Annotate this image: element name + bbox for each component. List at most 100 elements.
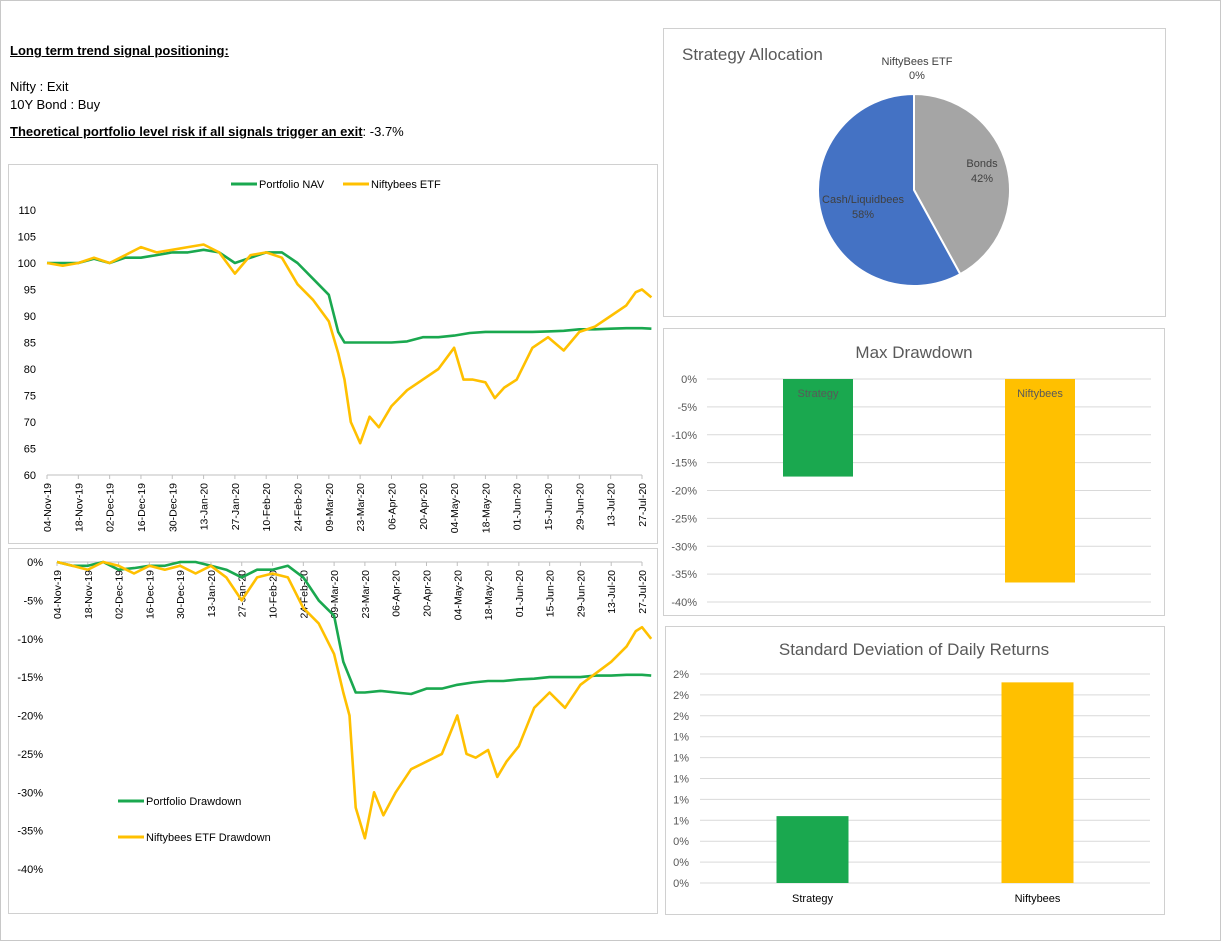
y-tick-label: 100 — [18, 258, 36, 270]
x-tick-label: 13-Jan-20 — [199, 483, 211, 530]
x-tick-label: 16-Dec-19 — [136, 483, 148, 532]
chart-title: Standard Deviation of Daily Returns — [779, 640, 1049, 659]
y-tick-label: -30% — [671, 541, 697, 553]
slice-value-label: 42% — [971, 173, 993, 185]
bond-signal-value: Buy — [77, 97, 101, 112]
risk-label: Theoretical portfolio level risk if all … — [10, 124, 363, 139]
x-tick-label: 04-Nov-19 — [52, 570, 64, 619]
series-line — [56, 560, 653, 840]
slice-label: NiftyBees ETF — [882, 56, 953, 68]
y-tick-label: 60 — [24, 470, 36, 482]
pie-slice — [817, 92, 962, 287]
x-tick-label: 13-Jul-20 — [606, 483, 618, 527]
y-tick-label: 1% — [673, 753, 689, 765]
x-tick-label: 15-Jun-20 — [543, 483, 555, 530]
y-tick-label: 65 — [24, 444, 36, 456]
y-tick-label: 0% — [27, 557, 43, 569]
stddev-chart-panel: Standard Deviation of Daily Returns 0% 0% 0… — [665, 626, 1165, 915]
y-tick-label: -35% — [17, 826, 43, 838]
x-tick-label: 02-Dec-19 — [105, 483, 117, 532]
y-tick-label: 0% — [673, 878, 689, 890]
allocation-chart-panel: Strategy Allocation NiftyBees ETF 0% Bonds 4… — [663, 28, 1166, 317]
y-tick-label: 90 — [24, 311, 36, 323]
chart-title: Max Drawdown — [855, 343, 972, 362]
y-tick-label: 75 — [24, 391, 36, 403]
y-tick-label: 70 — [24, 417, 36, 429]
bar — [776, 816, 849, 883]
category-label: Strategy — [798, 388, 839, 400]
x-tick-label: 01-Jun-20 — [514, 570, 526, 617]
bar — [1005, 379, 1075, 583]
y-tick-label: -15% — [17, 672, 43, 684]
chart-title: Strategy Allocation — [682, 45, 823, 64]
pie-slice — [913, 92, 1012, 276]
x-tick-label: 16-Dec-19 — [144, 570, 156, 619]
y-tick-label: 2% — [673, 690, 689, 702]
slice-label: Bonds — [966, 158, 998, 170]
x-tick-label: 24-Feb-20 — [293, 483, 305, 532]
x-tick-label: 13-Jul-20 — [606, 570, 618, 614]
y-tick-label: 1% — [673, 815, 689, 827]
y-tick-label: -10% — [671, 430, 697, 442]
y-tick-label: -30% — [17, 787, 43, 799]
x-tick-label: 30-Dec-19 — [175, 570, 187, 619]
legend-label: Niftybees ETF — [371, 179, 441, 191]
nav-chart: 60 65 70 75 80 85 90 95 100 105 110 04-Nov-19 18-Nov… — [18, 179, 653, 533]
legend-label: Portfolio Drawdown — [146, 796, 241, 808]
x-tick-label: 04-May-20 — [452, 570, 464, 620]
x-tick-label: 04-May-20 — [449, 483, 461, 533]
x-tick-label: 20-Apr-20 — [418, 483, 430, 530]
x-tick-label: 29-Jun-20 — [575, 570, 587, 617]
slice-value-label: 58% — [852, 209, 874, 221]
risk-line: Theoretical portfolio level risk if all … — [10, 124, 404, 139]
drawdown-chart: 0% -5% -10% -15% -20% -25% -30% -35% -40% 04-Nov-… — [17, 557, 653, 876]
y-tick-label: 2% — [673, 711, 689, 723]
legend-label: Niftybees ETF Drawdown — [146, 832, 271, 844]
x-tick-label: 18-May-20 — [483, 570, 495, 620]
slice-label: Cash/Liquidbees — [822, 194, 904, 206]
x-tick-label: 18-May-20 — [480, 483, 492, 533]
bond-signal-label: 10Y Bond — [10, 97, 67, 112]
x-tick-label: 23-Mar-20 — [355, 483, 367, 532]
y-tick-label: -40% — [671, 597, 697, 609]
x-tick-label: 27-Jan-20 — [230, 483, 242, 530]
y-tick-label: 1% — [673, 732, 689, 744]
y-tick-label: 1% — [673, 794, 689, 806]
y-tick-label: -35% — [671, 569, 697, 581]
y-tick-label: 0% — [673, 857, 689, 869]
x-tick-label: 09-Mar-20 — [324, 483, 336, 532]
x-tick-label: 15-Jun-20 — [545, 570, 557, 617]
series-line — [47, 248, 652, 344]
x-tick-label: 18-Nov-19 — [73, 483, 85, 532]
x-tick-label: 10-Feb-20 — [268, 570, 280, 619]
category-label: Niftybees — [1017, 388, 1063, 400]
stddev-chart: Standard Deviation of Daily Returns 0% 0% 0… — [673, 640, 1150, 905]
nifty-signal-value: Exit — [46, 79, 69, 94]
nifty-signal-label: Nifty — [10, 79, 36, 94]
y-tick-label: -20% — [17, 711, 43, 723]
y-tick-label: 110 — [18, 205, 36, 217]
y-tick-label: -25% — [17, 749, 43, 761]
x-tick-label: 06-Apr-20 — [386, 483, 398, 530]
slice-value-label: 0% — [909, 70, 925, 82]
y-tick-label: 2% — [673, 669, 689, 681]
x-tick-label: 23-Mar-20 — [360, 570, 372, 619]
y-tick-label: -5% — [23, 595, 43, 607]
nav-chart-panel: 60 65 70 75 80 85 90 95 100 105 110 04-Nov-19 18-Nov… — [8, 164, 658, 544]
x-tick-label: 30-Dec-19 — [167, 483, 179, 532]
x-tick-label: 09-Mar-20 — [329, 570, 341, 619]
y-tick-label: 95 — [24, 285, 36, 297]
x-tick-label: 04-Nov-19 — [42, 483, 54, 532]
category-label: Strategy — [792, 893, 833, 905]
x-tick-label: 02-Dec-19 — [114, 570, 126, 619]
drawdown-chart-panel: 0% -5% -10% -15% -20% -25% -30% -35% -40% 04-Nov-… — [8, 548, 658, 914]
signals-heading: Long term trend signal positioning: — [10, 43, 229, 58]
x-tick-label: 27-Jan-20 — [237, 570, 249, 617]
y-tick-label: -40% — [17, 864, 43, 876]
bar — [783, 379, 853, 477]
x-tick-label: 27-Jul-20 — [637, 483, 649, 527]
maxdd-chart: Max Drawdown 0% -5% -10% -15% -20% -25% -30% -35… — [671, 343, 1151, 609]
y-tick-label: -5% — [677, 402, 697, 414]
nifty-signal: Nifty : Exit — [10, 79, 69, 94]
allocation-chart: Strategy Allocation NiftyBees ETF 0% Bonds 4… — [682, 45, 1012, 287]
